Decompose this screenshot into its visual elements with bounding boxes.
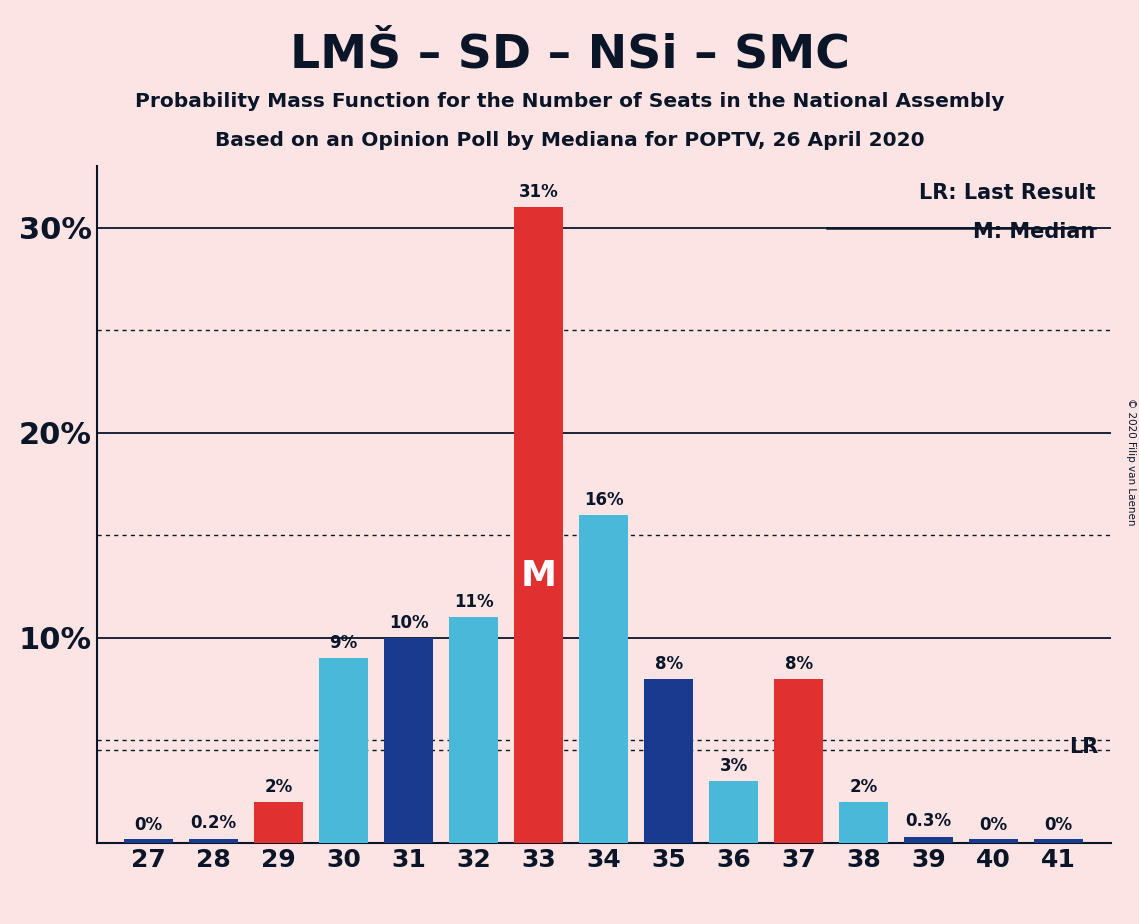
Text: 11%: 11% — [454, 593, 493, 611]
Text: 2%: 2% — [264, 778, 293, 796]
Text: 0%: 0% — [134, 816, 163, 833]
Text: 8%: 8% — [785, 654, 813, 673]
Text: 16%: 16% — [584, 491, 623, 508]
Text: M: Median: M: Median — [973, 222, 1096, 242]
Bar — [580, 515, 628, 843]
Bar — [384, 638, 433, 843]
Text: LR: LR — [1070, 736, 1098, 757]
Bar — [124, 839, 173, 843]
Bar — [904, 836, 953, 843]
Bar — [1034, 839, 1083, 843]
Bar — [645, 679, 693, 843]
Text: 3%: 3% — [720, 757, 748, 775]
Bar — [254, 802, 303, 843]
Text: LR: Last Result: LR: Last Result — [919, 183, 1096, 203]
Bar — [775, 679, 823, 843]
Text: © 2020 Filip van Laenen: © 2020 Filip van Laenen — [1126, 398, 1136, 526]
Text: 0%: 0% — [1044, 816, 1073, 833]
Bar — [969, 839, 1018, 843]
Text: M: M — [521, 559, 557, 593]
Bar — [450, 617, 498, 843]
Text: 10%: 10% — [388, 614, 428, 632]
Bar — [189, 839, 238, 843]
Text: 0%: 0% — [980, 816, 1008, 833]
Text: 31%: 31% — [518, 183, 558, 201]
Bar — [839, 802, 888, 843]
Text: 0.3%: 0.3% — [906, 812, 952, 831]
Text: Probability Mass Function for the Number of Seats in the National Assembly: Probability Mass Function for the Number… — [134, 92, 1005, 112]
Bar — [319, 658, 368, 843]
Text: LMŠ – SD – NSi – SMC: LMŠ – SD – NSi – SMC — [289, 32, 850, 78]
Text: 2%: 2% — [850, 778, 878, 796]
Text: Based on an Opinion Poll by Mediana for POPTV, 26 April 2020: Based on an Opinion Poll by Mediana for … — [214, 131, 925, 151]
Bar — [710, 781, 757, 843]
Text: 8%: 8% — [655, 654, 682, 673]
Text: 0.2%: 0.2% — [190, 814, 237, 833]
Bar — [515, 207, 563, 843]
Text: 9%: 9% — [329, 634, 358, 652]
